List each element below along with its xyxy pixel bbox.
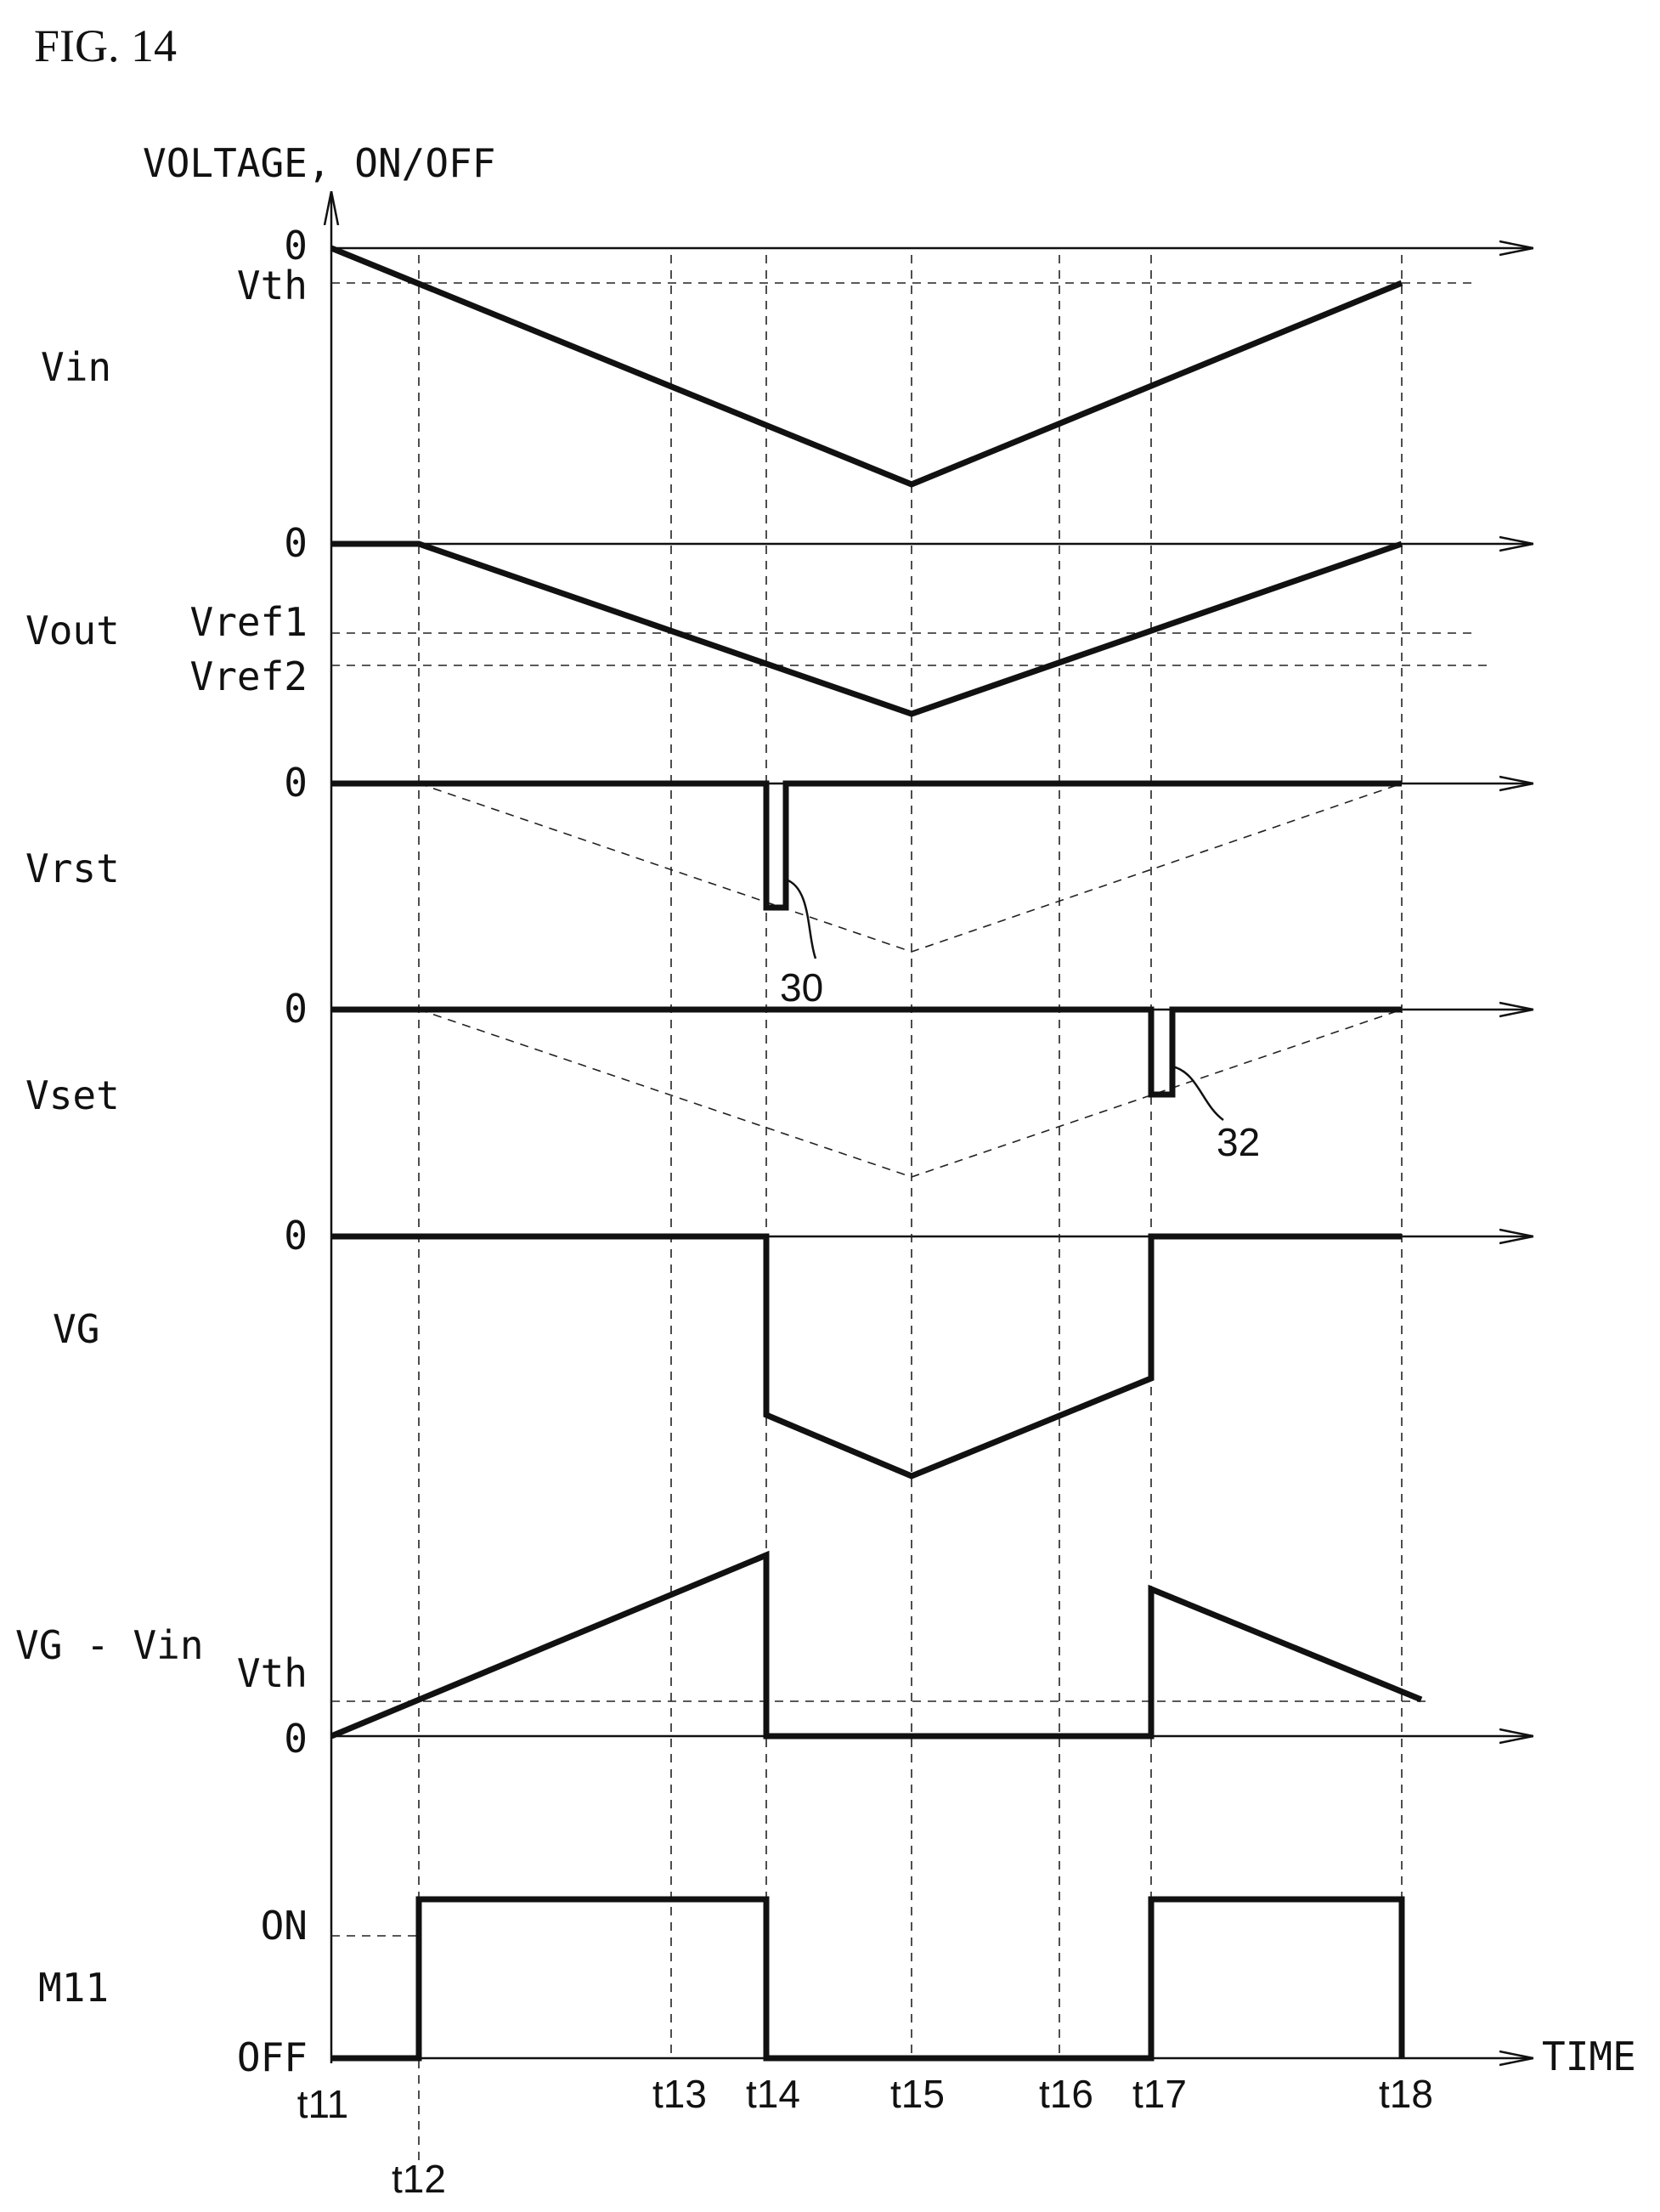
t16-label: t16	[1039, 2072, 1093, 2116]
pulse-32-label: 32	[1217, 1120, 1260, 1164]
pulse-32-leader	[1172, 1065, 1224, 1122]
vset-label: Vset	[25, 1072, 120, 1118]
t17-label: t17	[1132, 2072, 1187, 2116]
vrst-zero-label: 0	[284, 760, 308, 806]
vg-waveform	[331, 1233, 1402, 1479]
vgvin-label: VG - Vin	[15, 1622, 204, 1668]
vg-label: VG	[53, 1306, 99, 1352]
t15-label: t15	[890, 2072, 945, 2116]
m11-off-label: OFF	[237, 2034, 308, 2080]
t14-label: t14	[746, 2072, 800, 2116]
vgvin-waveform	[330, 1550, 1423, 1740]
vin-waveform	[330, 245, 1403, 488]
vset-ghost-ramp	[418, 1009, 1403, 1178]
pulse-30-leader	[785, 878, 817, 959]
vout-zero-label: 0	[284, 520, 308, 566]
vin-label: Vin	[41, 344, 111, 390]
m11-waveform	[331, 1896, 1405, 2062]
vout-label: Vout	[25, 608, 120, 653]
time-labels: t11 t12 t13 t14 t15 t16 t17 t18	[297, 2072, 1433, 2201]
y-axis-label: VOLTAGE, ON/OFF	[143, 140, 495, 186]
t18-label: t18	[1379, 2072, 1433, 2116]
vrst-label: Vrst	[25, 846, 120, 891]
time-gridlines	[418, 255, 1403, 2163]
vg-zero-label: 0	[284, 1213, 308, 1259]
vin-vth-label: Vth	[237, 263, 308, 308]
vref2-label: Vref2	[190, 653, 308, 699]
vrst-waveform	[331, 780, 1402, 911]
signal-names: Vin Vout Vrst Vset VG VG - Vin M11	[15, 344, 204, 2011]
vref1-label: Vref1	[190, 599, 308, 645]
vset-waveform	[331, 1006, 1402, 1098]
t13-label: t13	[652, 2072, 707, 2116]
vin-zero-label: 0	[284, 223, 308, 269]
vgvin-zero-label: 0	[284, 1716, 308, 1762]
pulse-30-label: 30	[780, 965, 823, 1010]
level-labels: 0 Vth 0 Vref1 Vref2 0 0 0 Vth 0 ON OFF	[190, 223, 308, 2080]
m11-label: M11	[38, 1965, 109, 2011]
vset-zero-label: 0	[284, 986, 308, 1032]
reference-levels	[331, 282, 1487, 1937]
vrst-ghost-ramp	[418, 783, 1403, 953]
m11-on-label: ON	[261, 1903, 308, 1949]
vout-waveform	[331, 540, 1403, 717]
baselines	[331, 248, 1533, 2058]
figure-title: FIG. 14	[34, 20, 177, 71]
t12-label: t12	[392, 2157, 446, 2201]
t11-label: t11	[297, 2082, 349, 2126]
x-axis-label: TIME	[1542, 2034, 1636, 2079]
vgvin-vth-label: Vth	[237, 1650, 308, 1696]
